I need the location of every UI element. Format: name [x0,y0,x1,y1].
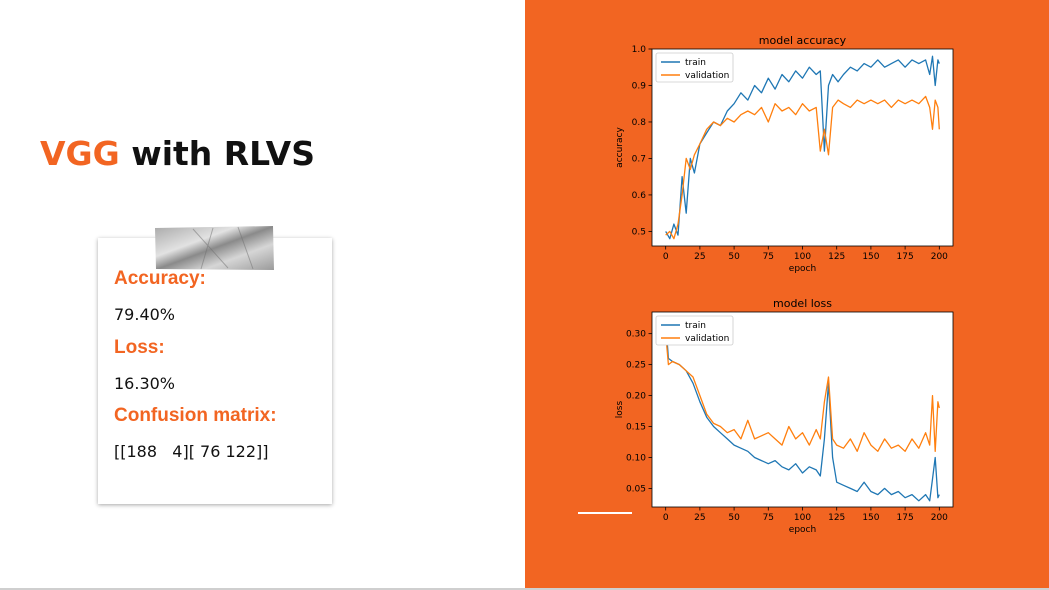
slide-title: VGG with RLVS [40,134,315,173]
y-tick-label: 0.05 [626,484,646,494]
loss-chart: model loss 0 25 50 75 100 125 150 175 200 0.05 0.10… [615,297,954,535]
x-axis-label: epoch [789,525,816,535]
x-tick-label: 100 [794,513,811,523]
x-tick-label: 200 [931,252,948,262]
chart-title: model loss [773,297,832,310]
loss-label: Loss: [114,337,165,358]
y-tick-label: 0.6 [632,191,647,201]
x-tick-label: 150 [862,252,879,262]
y-tick-label: 0.25 [626,361,646,371]
legend-label-validation: validation [685,334,729,344]
y-tick-label: 0.8 [632,118,647,128]
legend-label-train: train [685,58,706,68]
x-tick-label: 200 [931,513,948,523]
accuracy-chart: model accuracy 0 25 50 75 100 125 150 175 200 0.5 0… [615,34,954,274]
slide-title-rest: with RLVS [119,134,315,173]
y-tick-label: 0.9 [632,81,647,91]
accuracy-value: 79.40% [114,305,176,324]
y-tick-label: 1.0 [632,45,647,55]
y-tick-label: 0.20 [626,392,646,402]
x-tick-label: 125 [828,252,845,262]
legend-label-validation: validation [685,71,729,81]
accuracy-label: Accuracy: [114,268,206,289]
x-tick-label: 75 [763,252,774,262]
x-tick-label: 125 [828,513,845,523]
x-axis-label: epoch [789,264,816,274]
x-tick-label: 50 [728,252,740,262]
series-line-validation [665,333,940,452]
x-tick-label: 25 [694,252,705,262]
y-tick-label: 0.10 [626,453,646,463]
bottom-border [0,588,1049,590]
x-tick-label: 175 [897,513,914,523]
slide-title-accent: VGG [40,134,120,173]
x-tick-label: 0 [663,252,669,262]
series-line-train [665,321,940,502]
x-tick-label: 0 [663,513,669,523]
x-tick-label: 175 [897,252,914,262]
loss-value: 16.30% [114,374,176,393]
white-divider [578,512,632,514]
y-axis-label: accuracy [615,127,625,168]
y-tick-label: 0.15 [626,423,646,433]
x-tick-label: 150 [862,513,879,523]
confusion-value: [[188 4][ 76 122]] [114,442,269,461]
y-tick-label: 0.30 [626,330,646,340]
x-tick-label: 100 [794,252,811,262]
x-tick-label: 50 [728,513,740,523]
x-tick-label: 25 [694,513,705,523]
confusion-label: Confusion matrix: [114,405,277,426]
metrics-note: Accuracy: 79.40% Loss: 16.30% Confusion … [98,238,332,504]
legend-label-train: train [685,321,706,331]
series-line-validation [665,95,940,240]
y-tick-label: 0.5 [632,227,646,237]
y-tick-label: 0.7 [632,154,646,164]
y-axis-label: loss [615,400,625,418]
x-tick-label: 75 [763,513,774,523]
chart-title: model accuracy [759,34,847,47]
tape-strip-image [155,226,274,270]
chart-panel: model accuracy 0 25 50 75 100 125 150 175 200 0.5 0… [525,0,1049,590]
